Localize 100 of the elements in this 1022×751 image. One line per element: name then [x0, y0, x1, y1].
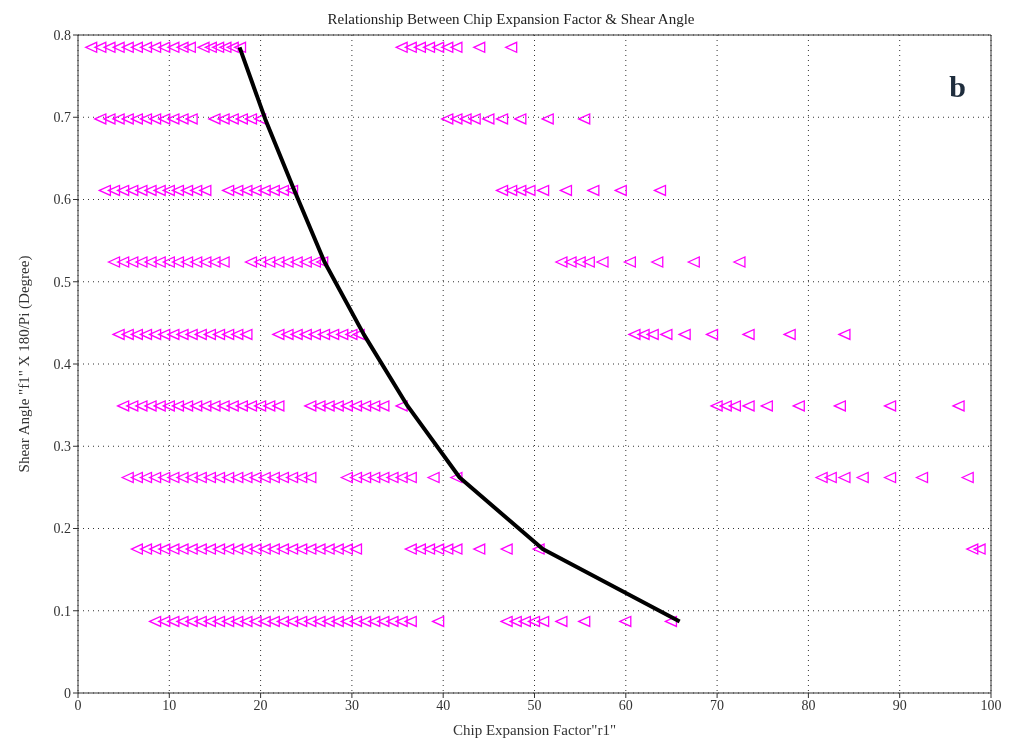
point [162, 256, 175, 268]
point [121, 113, 134, 125]
point [395, 400, 408, 412]
point [222, 184, 235, 197]
point [596, 256, 609, 268]
point [349, 471, 363, 484]
point [212, 543, 226, 555]
point [760, 400, 773, 412]
point [304, 400, 317, 412]
point [180, 184, 194, 197]
point [139, 41, 153, 53]
point [660, 328, 673, 341]
point [171, 400, 185, 412]
y-tick-label: 0.8 [53, 27, 71, 43]
point [482, 113, 495, 125]
point [427, 471, 440, 484]
point [263, 400, 276, 412]
point [473, 41, 486, 53]
point [258, 471, 271, 484]
point [272, 256, 285, 268]
point [190, 400, 203, 412]
point [162, 184, 175, 197]
point [249, 184, 262, 197]
x-tick-label: 90 [892, 697, 907, 713]
point [267, 615, 280, 628]
point [139, 543, 153, 555]
point [340, 471, 353, 484]
point [555, 615, 568, 628]
point [514, 113, 527, 125]
point [468, 113, 481, 125]
point [112, 113, 125, 125]
point [235, 400, 248, 412]
point [792, 400, 805, 412]
point [130, 41, 143, 53]
point [167, 113, 180, 125]
point [244, 256, 258, 268]
point [167, 615, 180, 628]
point [231, 328, 244, 341]
point [107, 256, 121, 268]
point [185, 615, 198, 628]
point [322, 543, 335, 555]
point [139, 113, 153, 125]
point [231, 615, 244, 628]
point [208, 400, 221, 412]
point [316, 256, 329, 268]
point [413, 41, 427, 53]
point [185, 471, 198, 484]
point [304, 615, 317, 628]
point [148, 615, 162, 628]
point [304, 471, 317, 484]
point [281, 256, 294, 268]
point [253, 256, 267, 268]
point [244, 113, 258, 125]
y-axis-title: Shear Angle "f1" X 180/Pi (Degree) [16, 255, 34, 473]
point [139, 471, 153, 484]
point [285, 471, 299, 484]
point [167, 471, 180, 484]
point [915, 471, 929, 484]
point [121, 328, 134, 341]
point [171, 256, 185, 268]
point [966, 543, 979, 555]
point [185, 543, 198, 555]
point [352, 328, 365, 341]
point [395, 615, 408, 628]
point [358, 615, 372, 628]
point [176, 543, 189, 555]
point [226, 113, 239, 125]
point [555, 256, 568, 268]
point [422, 41, 436, 53]
point [176, 471, 189, 484]
point [431, 615, 445, 628]
point [185, 113, 198, 125]
x-tick-label: 100 [980, 697, 1002, 713]
point [856, 471, 869, 484]
point [194, 471, 207, 484]
point [244, 400, 258, 412]
point [212, 471, 226, 484]
point [194, 615, 207, 628]
point [518, 615, 532, 628]
point [349, 400, 363, 412]
point [226, 400, 239, 412]
point [331, 615, 344, 628]
point [107, 184, 121, 197]
point [559, 184, 573, 197]
point [176, 328, 189, 341]
point [203, 471, 217, 484]
point [199, 400, 212, 412]
y-tick-label: 0.3 [53, 439, 71, 455]
point [176, 41, 189, 53]
point [705, 328, 719, 341]
point [217, 400, 230, 412]
point [148, 328, 162, 341]
point [153, 400, 166, 412]
point [126, 256, 139, 268]
point [130, 113, 143, 125]
point [450, 113, 463, 125]
point [646, 328, 659, 341]
point [158, 471, 171, 484]
point [231, 184, 244, 197]
point [176, 615, 189, 628]
